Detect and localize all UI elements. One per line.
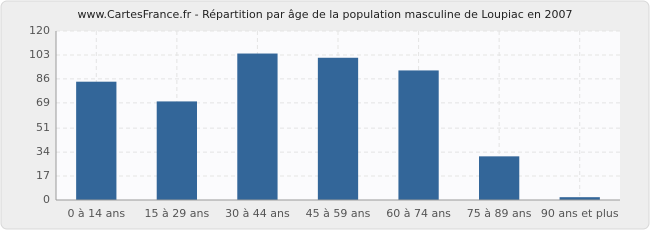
y-tick-label: 86	[36, 72, 50, 85]
x-tick-label: 90 ans et plus	[541, 207, 619, 220]
x-tick-label: 60 à 74 ans	[386, 207, 451, 220]
bar	[479, 156, 520, 200]
x-tick-label: 0 à 14 ans	[67, 207, 125, 220]
bar	[559, 197, 600, 200]
x-tick-label: 15 à 29 ans	[145, 207, 210, 220]
chart: www.CartesFrance.fr - Répartition par âg…	[0, 0, 650, 230]
bar	[237, 53, 278, 201]
y-tick-label: 120	[29, 24, 50, 37]
y-tick-label: 69	[36, 96, 50, 109]
chart-title: www.CartesFrance.fr - Répartition par âg…	[77, 8, 572, 21]
y-tick-label: 103	[29, 48, 50, 61]
bar	[156, 101, 197, 200]
page: www.CartesFrance.fr - Répartition par âg…	[0, 0, 650, 230]
y-tick-label: 0	[43, 193, 50, 206]
y-tick-label: 17	[36, 169, 50, 182]
x-tick-label: 30 à 44 ans	[225, 207, 290, 220]
y-tick-label: 34	[36, 145, 50, 158]
bar	[317, 57, 359, 201]
bar	[76, 81, 117, 200]
bar	[398, 70, 439, 200]
x-tick-label: 45 à 59 ans	[306, 207, 371, 220]
y-tick-label: 51	[36, 121, 50, 134]
x-tick-label: 75 à 89 ans	[467, 207, 532, 220]
